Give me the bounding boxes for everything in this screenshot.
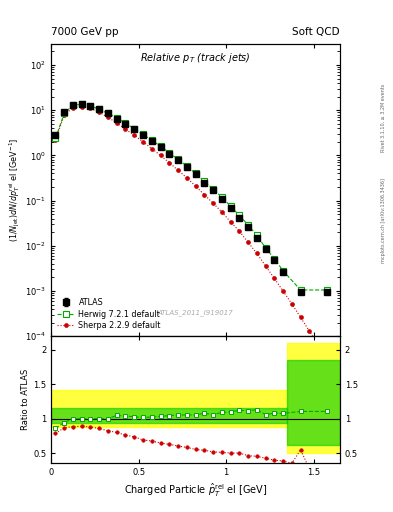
Herwig 7.2.1 default bbox=[263, 245, 268, 251]
Sherpa 2.2.9 default bbox=[176, 167, 180, 174]
Sherpa 2.2.9 default bbox=[184, 175, 189, 181]
Herwig 7.2.1 default bbox=[79, 101, 84, 108]
Herwig 7.2.1 default bbox=[167, 150, 172, 156]
Herwig 7.2.1 default bbox=[97, 106, 102, 112]
Herwig 7.2.1 default bbox=[53, 135, 58, 141]
Sherpa 2.2.9 default bbox=[193, 183, 198, 189]
Sherpa 2.2.9 default bbox=[141, 139, 145, 145]
Sherpa 2.2.9 default bbox=[71, 104, 75, 111]
Sherpa 2.2.9 default bbox=[149, 145, 154, 152]
Sherpa 2.2.9 default bbox=[158, 153, 163, 159]
Sherpa 2.2.9 default bbox=[53, 137, 58, 143]
Text: Soft QCD: Soft QCD bbox=[292, 27, 340, 37]
Herwig 7.2.1 default bbox=[132, 125, 137, 132]
Herwig 7.2.1 default bbox=[237, 212, 242, 219]
Sherpa 2.2.9 default bbox=[219, 209, 224, 215]
Sherpa 2.2.9 default bbox=[202, 191, 207, 198]
Herwig 7.2.1 default bbox=[184, 163, 189, 169]
Herwig 7.2.1 default bbox=[114, 115, 119, 121]
Sherpa 2.2.9 default bbox=[123, 126, 128, 132]
Herwig 7.2.1 default bbox=[176, 156, 180, 162]
X-axis label: Charged Particle $\hat{p}^{\rm rel}_{T}$ el [GeV]: Charged Particle $\hat{p}^{\rm rel}_{T}$… bbox=[124, 481, 267, 499]
Sherpa 2.2.9 default bbox=[62, 112, 66, 118]
Sherpa 2.2.9 default bbox=[307, 328, 312, 334]
Sherpa 2.2.9 default bbox=[237, 228, 242, 234]
Herwig 7.2.1 default bbox=[158, 143, 163, 150]
Herwig 7.2.1 default bbox=[123, 120, 128, 126]
Herwig 7.2.1 default bbox=[141, 131, 145, 137]
Line: Herwig 7.2.1 default: Herwig 7.2.1 default bbox=[53, 102, 329, 293]
Sherpa 2.2.9 default bbox=[316, 342, 320, 348]
Sherpa 2.2.9 default bbox=[167, 160, 172, 166]
Herwig 7.2.1 default bbox=[254, 232, 259, 239]
Herwig 7.2.1 default bbox=[272, 255, 277, 262]
Sherpa 2.2.9 default bbox=[298, 314, 303, 321]
Sherpa 2.2.9 default bbox=[289, 301, 294, 307]
Sherpa 2.2.9 default bbox=[246, 239, 250, 245]
Sherpa 2.2.9 default bbox=[325, 355, 329, 361]
Legend: ATLAS, Herwig 7.2.1 default, Sherpa 2.2.9 default: ATLAS, Herwig 7.2.1 default, Sherpa 2.2.… bbox=[55, 296, 162, 332]
Text: ATLAS_2011_I919017: ATLAS_2011_I919017 bbox=[158, 309, 233, 316]
Y-axis label: Ratio to ATLAS: Ratio to ATLAS bbox=[21, 369, 30, 431]
Herwig 7.2.1 default bbox=[71, 102, 75, 108]
Herwig 7.2.1 default bbox=[202, 178, 207, 184]
Sherpa 2.2.9 default bbox=[88, 105, 93, 112]
Herwig 7.2.1 default bbox=[149, 137, 154, 143]
Sherpa 2.2.9 default bbox=[106, 114, 110, 120]
Herwig 7.2.1 default bbox=[298, 287, 303, 293]
Herwig 7.2.1 default bbox=[219, 194, 224, 200]
Herwig 7.2.1 default bbox=[246, 222, 250, 228]
Herwig 7.2.1 default bbox=[228, 203, 233, 209]
Herwig 7.2.1 default bbox=[325, 287, 329, 293]
Herwig 7.2.1 default bbox=[88, 103, 93, 109]
Sherpa 2.2.9 default bbox=[97, 109, 102, 115]
Text: 7000 GeV pp: 7000 GeV pp bbox=[51, 27, 119, 37]
Sherpa 2.2.9 default bbox=[281, 288, 285, 294]
Sherpa 2.2.9 default bbox=[263, 263, 268, 269]
Sherpa 2.2.9 default bbox=[114, 120, 119, 126]
Text: mcplots.cern.ch [arXiv:1306.3436]: mcplots.cern.ch [arXiv:1306.3436] bbox=[381, 178, 386, 263]
Line: Sherpa 2.2.9 default: Sherpa 2.2.9 default bbox=[53, 105, 329, 360]
Sherpa 2.2.9 default bbox=[254, 250, 259, 257]
Sherpa 2.2.9 default bbox=[79, 103, 84, 110]
Sherpa 2.2.9 default bbox=[211, 200, 215, 206]
Sherpa 2.2.9 default bbox=[228, 219, 233, 225]
Text: Rivet 3.1.10, ≥ 3.2M events: Rivet 3.1.10, ≥ 3.2M events bbox=[381, 83, 386, 152]
Herwig 7.2.1 default bbox=[106, 111, 110, 117]
Text: Relative $p_{T}$ (track jets): Relative $p_{T}$ (track jets) bbox=[140, 51, 251, 65]
Herwig 7.2.1 default bbox=[211, 186, 215, 192]
Y-axis label: $(1/N_{\rm jet})dN/dp^{\rm rel}_{T}$ el [GeV$^{-1}$]: $(1/N_{\rm jet})dN/dp^{\rm rel}_{T}$ el … bbox=[8, 138, 22, 242]
Herwig 7.2.1 default bbox=[281, 268, 285, 274]
Herwig 7.2.1 default bbox=[62, 111, 66, 117]
Sherpa 2.2.9 default bbox=[272, 275, 277, 282]
Sherpa 2.2.9 default bbox=[132, 132, 137, 138]
Herwig 7.2.1 default bbox=[193, 170, 198, 177]
